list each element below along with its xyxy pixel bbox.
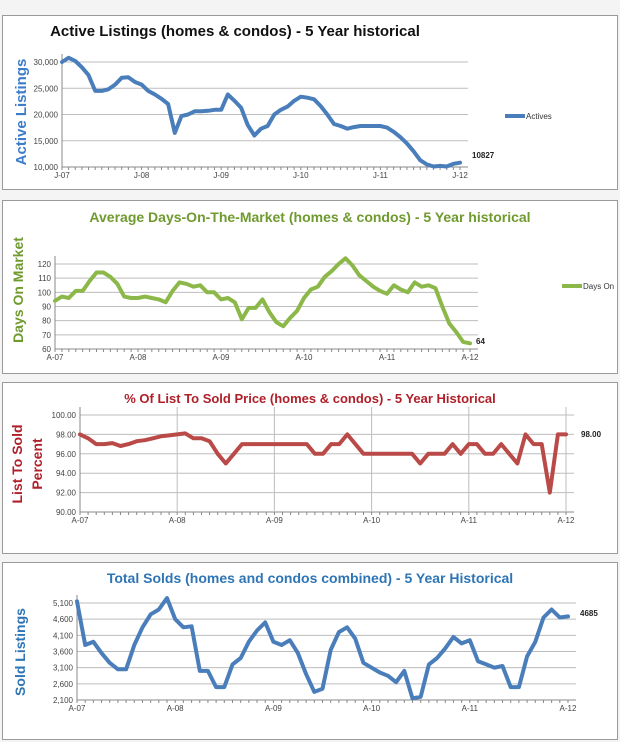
y-tick-label: 94.00 (56, 469, 77, 478)
y-tick-label: 92.00 (56, 489, 77, 498)
end-data-label: 64 (476, 337, 485, 346)
y-tick-label: 96.00 (56, 450, 77, 459)
x-tick-label: J-09 (213, 171, 229, 180)
end-data-label: 10827 (472, 151, 495, 160)
series-line (60, 55, 462, 169)
y-axis-label: Percent (29, 438, 45, 490)
end-data-label: 98.00 (581, 430, 602, 439)
list-to-sold-chart-panel (2, 382, 618, 554)
y-tick-label: 70 (42, 331, 51, 340)
y-tick-label: 3,600 (53, 648, 74, 657)
y-tick-label: 120 (38, 260, 52, 269)
y-tick-label: 90 (42, 303, 51, 312)
x-tick-label: A-10 (296, 353, 313, 362)
y-axis-label: Sold Listings (12, 608, 28, 696)
days-on-market-chart-panel (2, 200, 618, 374)
y-tick-label: 4,100 (53, 631, 74, 640)
y-tick-label: 2,600 (53, 680, 74, 689)
y-tick-label: 80 (42, 317, 51, 326)
y-tick-label: 30,000 (34, 58, 59, 67)
chart-title: Average Days-On-The-Market (homes & cond… (89, 209, 530, 225)
x-tick-label: A-08 (167, 704, 184, 713)
x-tick-label: J-07 (54, 171, 70, 180)
chart-title: Active Listings (homes & condos) - 5 Yea… (50, 23, 420, 40)
active-listings-chart-panel (2, 15, 618, 190)
y-axis-label: Active Listings (13, 59, 30, 166)
x-tick-label: A-11 (462, 704, 479, 713)
x-tick-label: A-07 (72, 516, 89, 525)
y-tick-label: 4,600 (53, 615, 74, 624)
y-tick-label: 100.00 (52, 411, 77, 420)
x-tick-label: A-09 (266, 516, 283, 525)
x-tick-label: A-10 (363, 516, 380, 525)
legend-label: Days On (583, 282, 614, 291)
y-tick-label: 5,100 (53, 599, 74, 608)
x-tick-label: A-07 (69, 704, 86, 713)
x-tick-label: A-09 (213, 353, 230, 362)
x-tick-label: J-11 (373, 171, 389, 180)
y-tick-label: 2,100 (53, 696, 74, 705)
y-tick-label: 110 (38, 274, 51, 283)
x-tick-label: J-10 (293, 171, 309, 180)
y-axis-label: List To Sold (9, 424, 25, 503)
x-tick-label: A-11 (379, 353, 396, 362)
y-tick-label: 100 (38, 288, 52, 297)
x-tick-label: J-08 (134, 171, 150, 180)
y-axis-label: Days On Market (10, 237, 26, 343)
legend-label: Actives (526, 112, 552, 121)
y-tick-label: 15,000 (34, 137, 59, 146)
y-tick-label: 98.00 (56, 430, 77, 439)
series-line (78, 431, 568, 495)
x-tick-label: A-09 (265, 704, 282, 713)
x-tick-label: A-12 (462, 353, 479, 362)
x-tick-label: A-10 (363, 704, 380, 713)
x-tick-label: A-11 (461, 516, 478, 525)
y-tick-label: 90.00 (56, 508, 77, 517)
x-tick-label: J-12 (452, 171, 468, 180)
y-tick-label: 25,000 (34, 84, 59, 93)
chart-1: Average Days-On-The-Market (homes & cond… (10, 209, 614, 362)
x-tick-label: A-08 (130, 353, 147, 362)
chart-3: Total Solds (homes and condos combined) … (12, 570, 598, 713)
x-tick-label: A-08 (169, 516, 186, 525)
chart-title: Total Solds (homes and condos combined) … (107, 570, 513, 586)
chart-title: % Of List To Sold Price (homes & condos)… (124, 391, 496, 406)
x-tick-label: A-12 (560, 704, 577, 713)
series-line (53, 256, 472, 346)
y-tick-label: 60 (42, 345, 51, 354)
y-tick-label: 20,000 (34, 111, 59, 120)
x-tick-label: A-12 (558, 516, 575, 525)
end-data-label: 4685 (580, 609, 598, 618)
x-tick-label: A-07 (47, 353, 64, 362)
chart-0: Active Listings (homes & condos) - 5 Yea… (13, 23, 552, 180)
y-tick-label: 10,000 (34, 163, 59, 172)
y-tick-label: 3,100 (53, 664, 74, 673)
chart-2: % Of List To Sold Price (homes & condos)… (9, 391, 602, 525)
